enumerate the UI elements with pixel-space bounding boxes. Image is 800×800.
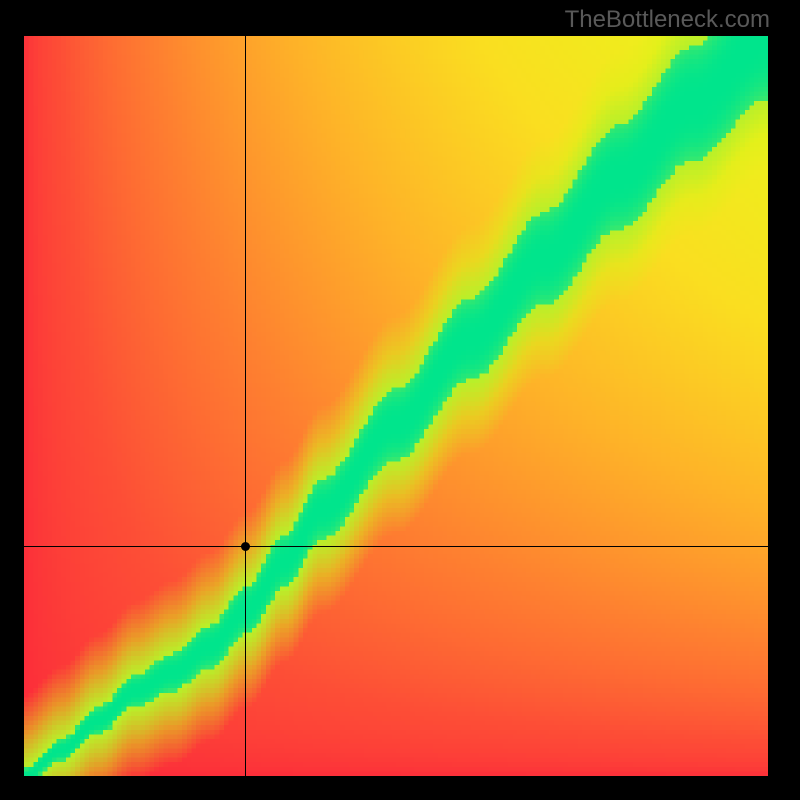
outer-frame: TheBottleneck.com bbox=[0, 0, 800, 800]
bottleneck-heatmap bbox=[24, 36, 768, 776]
crosshair-horizontal bbox=[24, 546, 768, 547]
crosshair-vertical bbox=[245, 36, 246, 776]
watermark-text: TheBottleneck.com bbox=[565, 6, 770, 34]
